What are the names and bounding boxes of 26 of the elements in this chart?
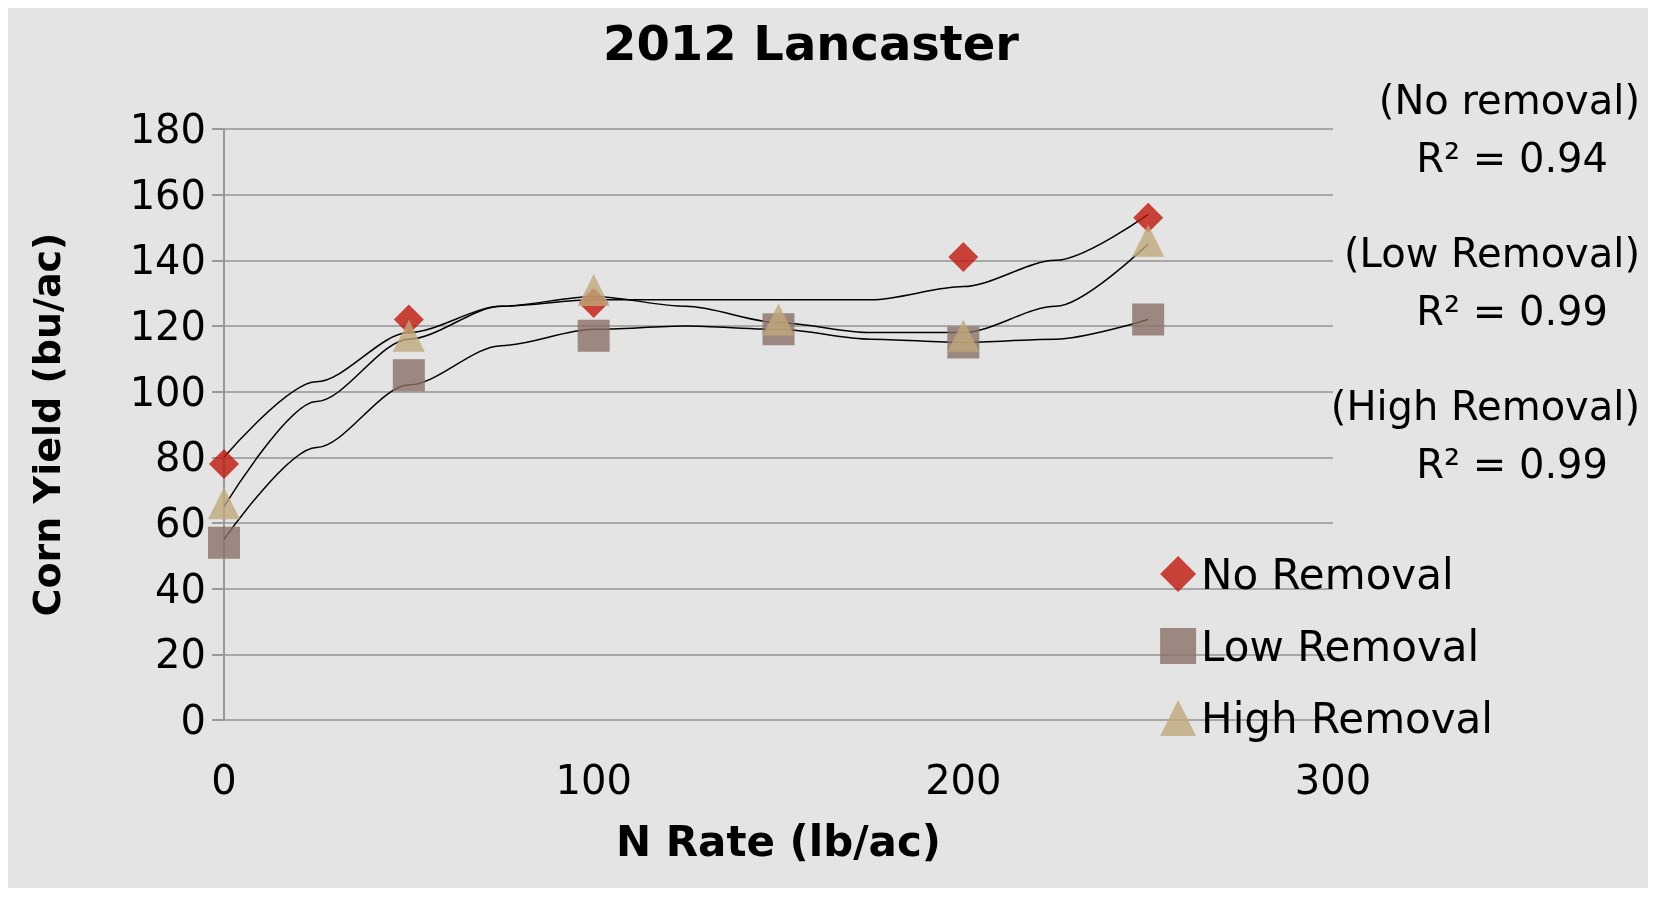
y-tick-label: 120 xyxy=(129,303,206,349)
y-tick-label: 40 xyxy=(155,565,206,612)
y-tick-label: 100 xyxy=(129,368,206,415)
y-tick-label: 20 xyxy=(155,631,206,678)
x-tick-label: 0 xyxy=(211,757,237,803)
legend-label: Low Removal xyxy=(1201,621,1480,671)
x-tick-label: 100 xyxy=(555,757,632,803)
text: R² = 0.99 xyxy=(1416,441,1609,487)
x-axis-title: N Rate (lb/ac) xyxy=(615,816,942,866)
legend-label: High Removal xyxy=(1201,693,1493,743)
legend-label: No Removal xyxy=(1201,549,1454,599)
y-tick-label: 80 xyxy=(155,434,206,481)
annotation: (High Removal) xyxy=(1330,383,1640,429)
y-tick-label: 160 xyxy=(129,171,206,218)
x-tick-label: 300 xyxy=(1294,757,1372,803)
y-axis-title: Corn Yield (bu/ac) xyxy=(25,232,69,617)
text: (No removal) xyxy=(1378,77,1640,123)
y-tick-label: 180 xyxy=(129,106,206,152)
y-tick-label: 0 xyxy=(180,697,206,743)
text: R² = 0.94 xyxy=(1416,135,1609,181)
x-tick-label: 200 xyxy=(925,757,1002,803)
chart-title: 2012 Lancaster xyxy=(603,15,1020,71)
text: R² = 0.99 xyxy=(1416,288,1609,334)
y-tick-label: 140 xyxy=(129,237,206,284)
y-tick-label: 60 xyxy=(155,500,206,546)
text: (Low Removal) xyxy=(1343,230,1641,276)
